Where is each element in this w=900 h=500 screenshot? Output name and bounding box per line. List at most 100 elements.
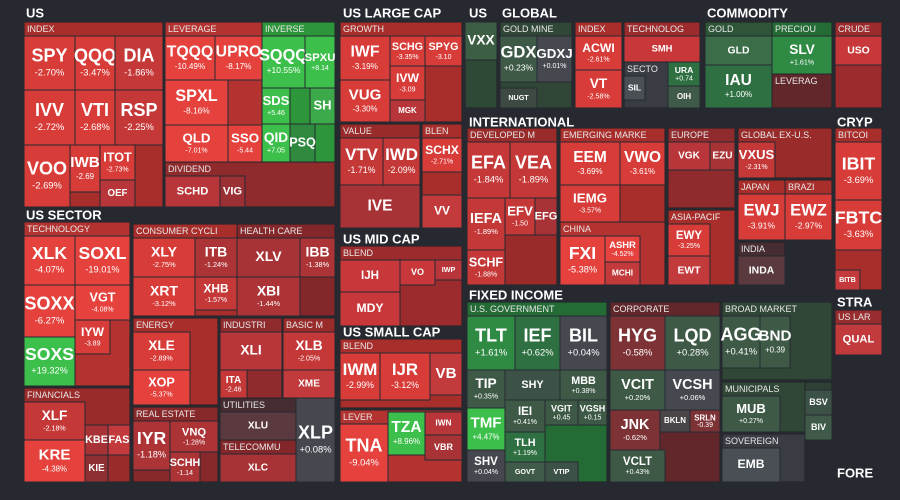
tile[interactable] xyxy=(164,124,229,163)
tile[interactable] xyxy=(604,235,641,263)
tile[interactable] xyxy=(466,141,511,199)
tile[interactable] xyxy=(421,137,463,173)
tile[interactable] xyxy=(609,449,666,483)
tile[interactable] xyxy=(504,197,536,236)
tile[interactable] xyxy=(169,451,201,483)
tile[interactable] xyxy=(709,141,736,171)
tile[interactable] xyxy=(466,449,506,483)
tile[interactable] xyxy=(504,369,561,401)
tile[interactable] xyxy=(295,397,336,483)
tile[interactable] xyxy=(84,454,109,483)
tile[interactable] xyxy=(721,315,761,369)
tile[interactable] xyxy=(429,352,463,396)
tile[interactable] xyxy=(339,291,401,327)
tile[interactable] xyxy=(132,276,196,317)
tile[interactable] xyxy=(219,175,246,208)
tile[interactable] xyxy=(689,409,721,433)
tile[interactable] xyxy=(434,259,463,281)
tile[interactable] xyxy=(339,352,381,401)
tile[interactable] xyxy=(424,35,463,67)
tile[interactable] xyxy=(509,141,558,199)
tile[interactable] xyxy=(834,35,883,66)
tile[interactable] xyxy=(282,331,336,371)
tile[interactable] xyxy=(464,21,498,61)
tile[interactable] xyxy=(623,75,646,101)
tile[interactable] xyxy=(771,35,833,75)
tile[interactable] xyxy=(804,389,833,416)
tile[interactable] xyxy=(339,184,421,229)
tile[interactable] xyxy=(804,414,833,441)
tile[interactable] xyxy=(834,141,883,201)
tile[interactable] xyxy=(227,124,263,163)
tile[interactable] xyxy=(664,315,721,371)
tile[interactable] xyxy=(389,65,426,101)
tile[interactable] xyxy=(534,197,558,236)
tile[interactable] xyxy=(399,259,436,286)
tile[interactable] xyxy=(499,87,538,109)
tile[interactable] xyxy=(114,89,164,146)
tile[interactable] xyxy=(667,223,711,257)
tile[interactable] xyxy=(219,411,297,441)
tile[interactable] xyxy=(834,269,861,291)
tile[interactable] xyxy=(577,399,608,426)
tile[interactable] xyxy=(623,35,701,63)
tile[interactable] xyxy=(99,144,136,181)
tile[interactable] xyxy=(559,315,608,371)
tile[interactable] xyxy=(536,35,573,83)
tile[interactable] xyxy=(421,194,463,229)
tile[interactable] xyxy=(379,352,431,401)
tile[interactable] xyxy=(389,35,426,67)
tile[interactable] xyxy=(619,141,666,186)
tile[interactable] xyxy=(466,407,506,451)
tile[interactable] xyxy=(574,69,623,109)
tile[interactable] xyxy=(132,420,171,471)
tile[interactable] xyxy=(69,144,101,193)
tile[interactable] xyxy=(114,35,164,91)
tile[interactable] xyxy=(721,447,781,483)
tile[interactable] xyxy=(504,431,546,463)
tile[interactable] xyxy=(219,453,297,483)
tile[interactable] xyxy=(721,395,781,433)
tile[interactable] xyxy=(559,235,606,286)
tile[interactable] xyxy=(466,249,506,286)
tile[interactable] xyxy=(299,237,336,278)
tile[interactable] xyxy=(132,237,196,278)
tile[interactable] xyxy=(99,179,136,208)
tile[interactable] xyxy=(664,369,721,411)
tile[interactable] xyxy=(74,89,116,146)
tile[interactable] xyxy=(604,261,641,286)
tile[interactable] xyxy=(23,144,71,208)
tile[interactable] xyxy=(737,141,776,179)
tile[interactable] xyxy=(164,79,229,126)
tile[interactable] xyxy=(236,276,301,317)
tile[interactable] xyxy=(389,99,426,123)
tile[interactable] xyxy=(23,284,76,338)
tile[interactable] xyxy=(424,434,463,461)
tile[interactable] xyxy=(667,255,711,286)
tile[interactable] xyxy=(169,420,219,453)
tile[interactable] xyxy=(74,284,131,321)
tile[interactable] xyxy=(23,336,76,387)
tile[interactable] xyxy=(23,89,76,146)
tile[interactable] xyxy=(339,35,391,81)
tile[interactable] xyxy=(544,461,579,483)
tile[interactable] xyxy=(107,424,131,456)
tile[interactable] xyxy=(382,137,421,186)
tile[interactable] xyxy=(667,85,701,109)
tile[interactable] xyxy=(544,399,579,426)
tile[interactable] xyxy=(23,439,86,483)
tile[interactable] xyxy=(309,87,336,125)
tile[interactable] xyxy=(23,401,86,441)
tile[interactable] xyxy=(834,199,883,251)
tile[interactable] xyxy=(784,193,833,241)
tile[interactable] xyxy=(339,79,391,123)
tile[interactable] xyxy=(667,61,701,87)
tile[interactable] xyxy=(759,315,791,369)
tile[interactable] xyxy=(737,255,786,286)
tile[interactable] xyxy=(132,369,191,406)
tile[interactable] xyxy=(304,35,336,89)
tile[interactable] xyxy=(667,141,711,171)
tile[interactable] xyxy=(704,64,773,109)
tile[interactable] xyxy=(164,35,216,81)
tile[interactable] xyxy=(559,184,621,223)
